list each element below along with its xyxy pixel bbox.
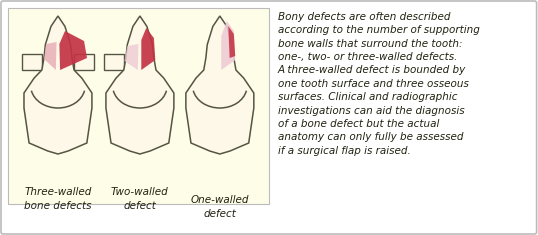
Polygon shape [141, 28, 155, 70]
Polygon shape [74, 54, 94, 70]
Polygon shape [186, 16, 254, 154]
Polygon shape [22, 54, 42, 70]
Text: Bony defects are often described
according to the number of supporting
bone wall: Bony defects are often described accordi… [278, 12, 480, 156]
Polygon shape [24, 16, 92, 154]
Text: Three-walled
bone defects: Three-walled bone defects [24, 187, 91, 211]
Polygon shape [44, 42, 56, 70]
Polygon shape [59, 31, 87, 70]
Text: One-walled
defect: One-walled defect [190, 195, 249, 219]
Polygon shape [124, 44, 138, 70]
Polygon shape [221, 21, 235, 70]
Polygon shape [104, 54, 124, 70]
Polygon shape [228, 26, 235, 58]
Polygon shape [106, 16, 174, 154]
Bar [8, 8, 269, 204]
Text: Two-walled
defect: Two-walled defect [111, 187, 169, 211]
